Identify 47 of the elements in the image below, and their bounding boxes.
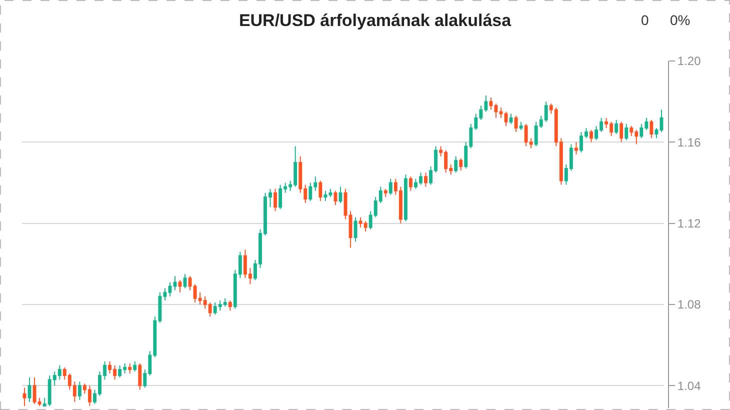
candlestick xyxy=(408,176,412,192)
y-tick-label: 1.16 xyxy=(677,135,702,150)
candlestick xyxy=(318,180,322,202)
candlestick xyxy=(620,121,624,143)
y-tick-label: 1.12 xyxy=(677,216,702,231)
chart-title: EUR/USD árfolyamának alakulása xyxy=(238,10,512,30)
candlestick xyxy=(344,188,348,220)
candlestick xyxy=(348,210,352,248)
candlestick xyxy=(178,280,182,293)
candlestick xyxy=(514,115,518,133)
candlestick xyxy=(499,107,503,118)
y-tick-label: 1.04 xyxy=(677,378,702,393)
candlestick xyxy=(334,190,338,206)
candlestick xyxy=(183,274,187,289)
candlestick xyxy=(494,103,498,118)
candlestick xyxy=(354,216,358,242)
candlestick xyxy=(624,123,628,141)
text: 0% xyxy=(670,12,690,28)
text: 0 xyxy=(641,12,649,28)
candlestick xyxy=(489,97,493,110)
y-tick-label: 1.20 xyxy=(677,54,702,68)
candlestick xyxy=(128,362,132,374)
candlestick xyxy=(614,119,618,135)
candlestick xyxy=(519,121,523,130)
candlestick xyxy=(133,360,137,372)
candlestick xyxy=(28,377,32,402)
candlestick xyxy=(384,188,388,198)
candlestick xyxy=(138,362,142,390)
candlestick xyxy=(574,142,578,155)
candlestick xyxy=(654,127,658,139)
candlestick xyxy=(424,172,428,188)
candlestick xyxy=(454,156,458,174)
candlestick xyxy=(404,174,408,222)
candlestick xyxy=(173,276,177,291)
candlestick xyxy=(228,300,232,312)
candlestick xyxy=(590,129,593,143)
candlestick xyxy=(509,113,513,124)
candlestick xyxy=(459,158,463,172)
candlestick xyxy=(338,186,342,204)
candlestick xyxy=(78,381,82,400)
candlestick xyxy=(388,178,392,196)
candlestick xyxy=(650,119,654,139)
y-tick-label: 1.08 xyxy=(677,298,702,312)
candlestick xyxy=(504,111,508,126)
candlestick xyxy=(22,387,26,406)
candlestick xyxy=(660,109,664,133)
candlestick xyxy=(274,188,278,212)
